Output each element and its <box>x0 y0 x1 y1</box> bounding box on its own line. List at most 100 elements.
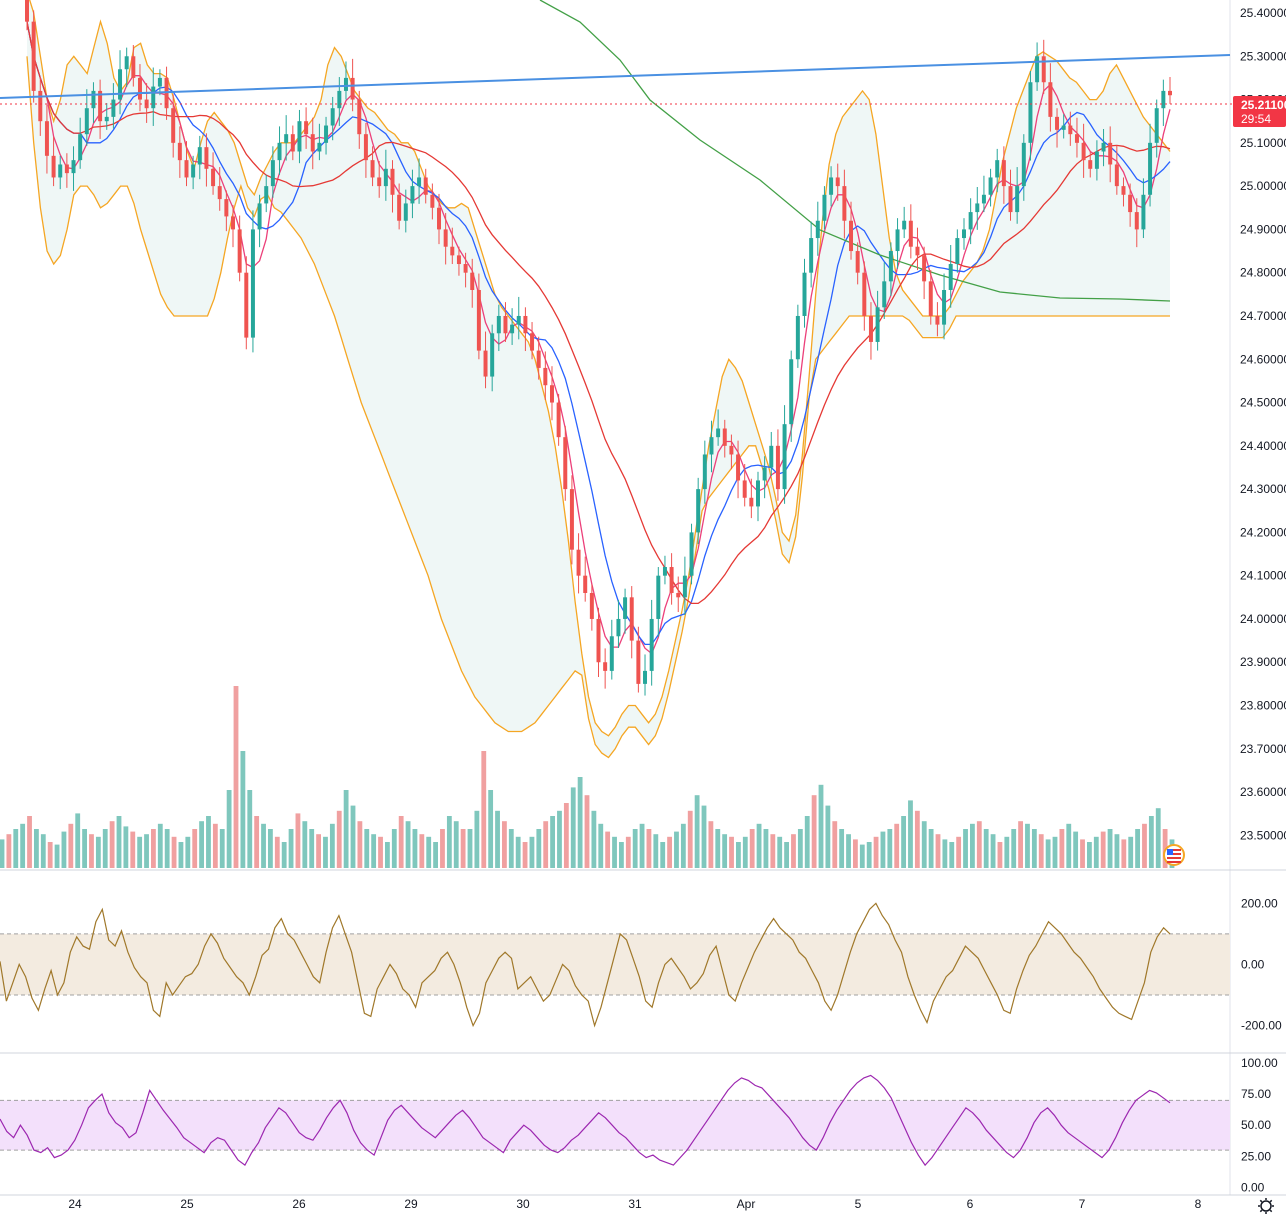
candle-body <box>722 428 727 446</box>
volume-bar <box>880 831 886 868</box>
candle-body <box>656 575 661 619</box>
candle-body <box>383 168 388 187</box>
trend-line <box>0 54 1231 99</box>
volume-bar <box>109 821 115 868</box>
volume-bar <box>639 823 645 868</box>
candle-body <box>716 428 721 438</box>
volume-bar <box>1087 842 1092 868</box>
candle-body <box>862 272 867 316</box>
candle-body <box>530 333 535 351</box>
volume-bar <box>27 816 32 868</box>
volume-bar <box>378 836 383 868</box>
volume-bar <box>797 829 803 868</box>
candle-body <box>78 134 83 161</box>
candle-body <box>815 220 820 239</box>
candle-body <box>483 350 488 377</box>
rsi-tick-label: 100.00 <box>1241 1056 1278 1070</box>
volume-bar <box>529 836 535 868</box>
candle-body <box>224 199 229 217</box>
us-flag-icon[interactable] <box>1163 844 1185 866</box>
candle-body <box>1128 194 1133 213</box>
volume-bar <box>591 810 597 868</box>
candle-body <box>762 467 767 481</box>
candle-body <box>523 315 528 334</box>
volume-bar <box>171 836 177 868</box>
volume-bar <box>467 829 473 868</box>
candle-body <box>231 216 235 230</box>
time-tick-label: 24 <box>68 1197 82 1211</box>
volume-bar <box>281 842 287 868</box>
volume-bar <box>584 795 590 868</box>
candle-body <box>915 246 920 256</box>
candle-body <box>290 134 295 152</box>
bar-countdown: 29:54 <box>1241 112 1271 126</box>
candle-body <box>304 121 309 135</box>
volume-bar <box>295 813 301 868</box>
candle-body <box>370 160 375 178</box>
bb-upper-line <box>29 0 1171 737</box>
volume-bar <box>921 821 927 868</box>
volume-bar <box>990 834 996 868</box>
candle-body <box>1041 56 1046 83</box>
volume-bar <box>508 829 514 868</box>
volume-bar <box>722 834 728 868</box>
candle-body <box>749 497 754 507</box>
candle-body <box>981 194 986 204</box>
candle-body <box>563 437 568 490</box>
candle-body <box>357 99 362 135</box>
time-tick-label: 25 <box>180 1197 194 1211</box>
volume-bar <box>144 834 149 868</box>
price-tick-label: 23.50000 <box>1240 828 1286 842</box>
candle-body <box>583 575 588 593</box>
time-tick-label: 8 <box>1195 1197 1202 1211</box>
candle-body <box>955 238 960 265</box>
candle-body <box>118 69 123 100</box>
candle-body <box>417 177 422 187</box>
volume-bar <box>68 823 74 868</box>
candle-body <box>935 315 940 325</box>
time-tick-label: Apr <box>737 1197 756 1211</box>
candle-body <box>835 177 840 187</box>
volume-bar <box>102 829 108 868</box>
candle-body <box>177 142 182 161</box>
candle-body <box>430 194 435 208</box>
cci-line <box>0 902 1171 1028</box>
candle-body <box>736 454 741 481</box>
candle-body <box>842 186 847 221</box>
time-tick-label: 29 <box>404 1197 418 1211</box>
candle-body <box>682 575 687 598</box>
price-tick-label: 25.00000 <box>1240 179 1286 193</box>
cci-tick-label: -200.00 <box>1241 1019 1282 1033</box>
volume-bar <box>254 816 260 868</box>
volume-bar <box>1004 836 1010 868</box>
candle-body <box>662 567 667 576</box>
volume-bar <box>1038 834 1044 868</box>
ma-mid-line <box>26 21 1171 605</box>
candle-body <box>1074 134 1079 143</box>
candle-body <box>729 445 734 455</box>
gear-icon[interactable] <box>1258 1198 1274 1214</box>
volume-bar <box>1073 831 1079 868</box>
candle-body <box>257 203 262 230</box>
price-tick-label: 25.10000 <box>1240 136 1286 150</box>
volume-bar <box>164 829 170 868</box>
candle-body <box>922 255 927 282</box>
volume-bar <box>873 836 879 868</box>
candle-body <box>1114 164 1119 187</box>
price-tick-label: 25.30000 <box>1240 49 1286 63</box>
resistance-trend-line[interactable] <box>0 54 1231 99</box>
candle-body <box>636 640 641 684</box>
candle-body <box>191 164 196 178</box>
candle-body <box>317 142 322 152</box>
rsi-tick-label: 0.00 <box>1241 1181 1265 1195</box>
candle-body <box>895 229 900 252</box>
time-axis: 24 25 26 29 30 31 Apr 5 6 7 8 <box>68 1197 1201 1211</box>
cci-band <box>0 933 1230 995</box>
candle-body <box>1001 160 1006 187</box>
volume-bar <box>612 836 617 868</box>
volume-bar <box>742 836 748 868</box>
volume-bar <box>6 834 12 868</box>
candle-body <box>390 168 395 195</box>
